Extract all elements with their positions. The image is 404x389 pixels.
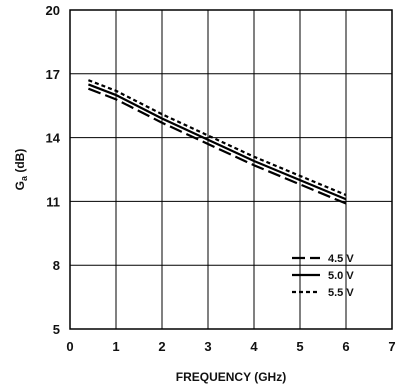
grid bbox=[70, 10, 392, 329]
y-axis-title-unit: (dB) bbox=[13, 149, 27, 176]
x-tick-label-1: 1 bbox=[112, 339, 119, 354]
series-line-3 bbox=[88, 79, 347, 197]
legend-label-3: 5.5 V bbox=[328, 287, 354, 299]
x-tick-label-6: 6 bbox=[342, 339, 349, 354]
x-tick-label-5: 5 bbox=[296, 339, 303, 354]
y-tick-label-11: 11 bbox=[46, 194, 60, 209]
x-tick-labels: 0 1 2 3 4 5 6 7 bbox=[66, 339, 395, 354]
legend: 4.5 V 5.0 V 5.5 V bbox=[292, 253, 354, 299]
x-tick-label-4: 4 bbox=[250, 339, 258, 354]
y-axis-title-main: G bbox=[13, 181, 27, 190]
y-tick-label-20: 20 bbox=[46, 3, 60, 18]
x-axis-title: FREQUENCY (GHz) bbox=[176, 370, 286, 384]
series-line-2 bbox=[88, 83, 347, 201]
x-tick-label-0: 0 bbox=[66, 339, 73, 354]
x-tick-label-7: 7 bbox=[388, 339, 395, 354]
y-axis-title-sub: a bbox=[19, 175, 29, 181]
y-tick-labels: 5 8 11 14 17 20 bbox=[46, 3, 61, 337]
legend-label-1: 4.5 V bbox=[328, 253, 354, 265]
y-tick-label-14: 14 bbox=[46, 131, 61, 146]
y-tick-label-17: 17 bbox=[46, 67, 60, 82]
x-tick-label-2: 2 bbox=[158, 339, 165, 354]
y-axis-title: Ga (dB) bbox=[13, 149, 29, 191]
y-tick-label-5: 5 bbox=[53, 322, 60, 337]
x-tick-label-3: 3 bbox=[204, 339, 211, 354]
series-line-1 bbox=[88, 87, 347, 205]
y-tick-label-8: 8 bbox=[53, 258, 60, 273]
plot-frame bbox=[69, 9, 393, 330]
legend-label-2: 5.0 V bbox=[328, 270, 354, 282]
series-lines bbox=[88, 79, 347, 205]
